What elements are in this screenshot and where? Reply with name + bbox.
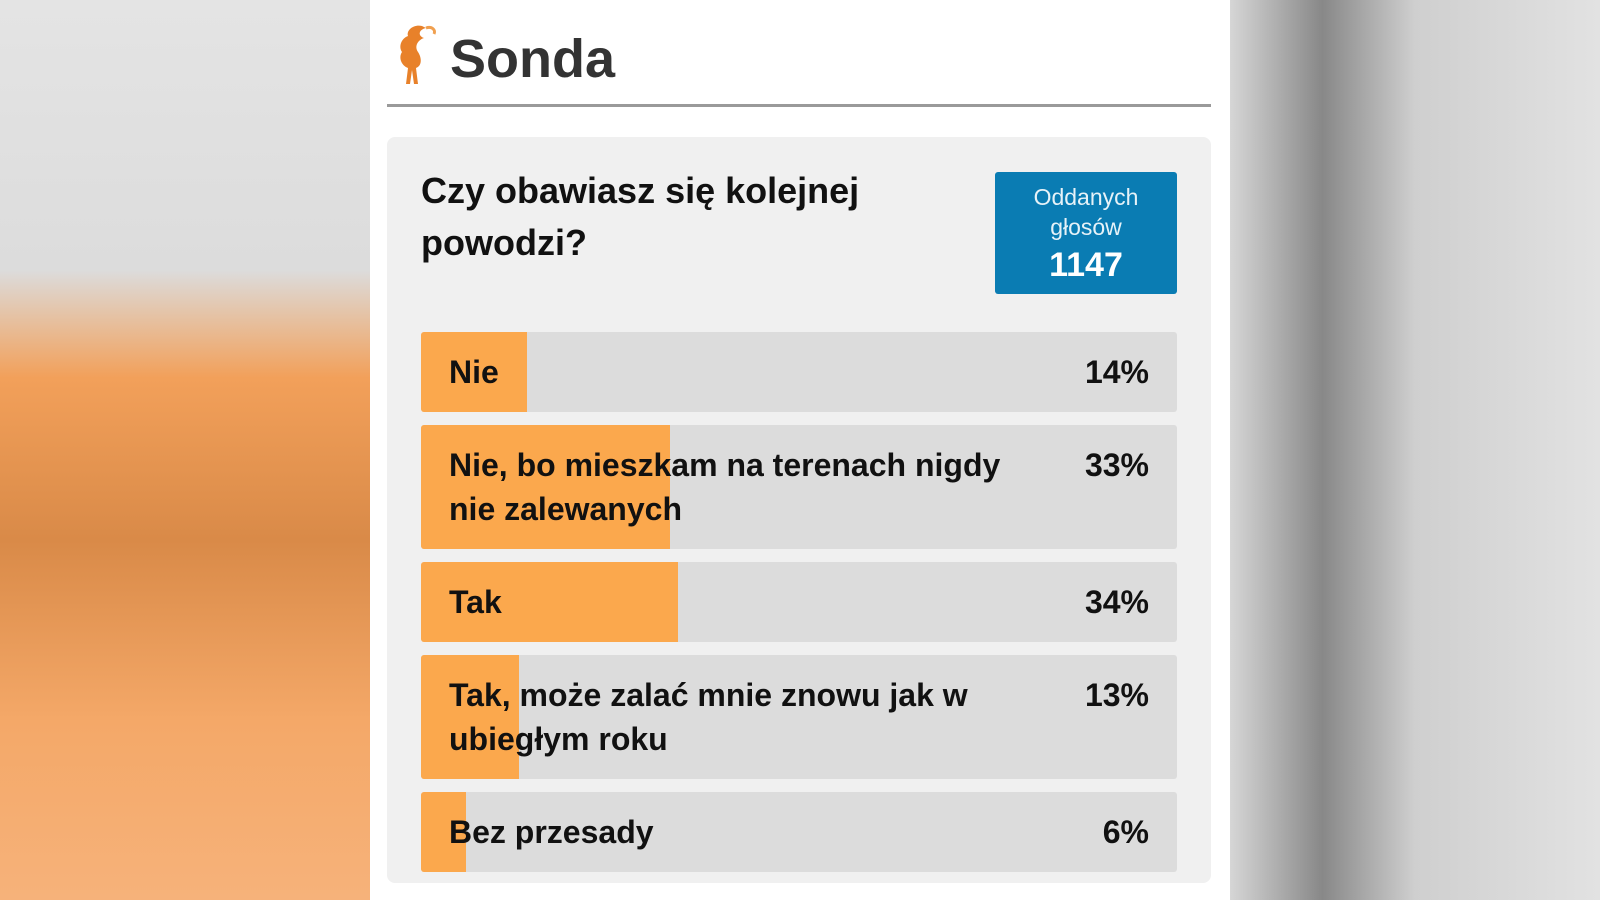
result-row: Nie, bo mieszkam na terenach nigdy nie z…: [421, 425, 1177, 549]
background: [1230, 0, 1600, 900]
bar: [421, 332, 527, 412]
option-label: Nie: [449, 354, 499, 390]
percent-label: 34%: [1084, 584, 1149, 620]
votes-box: Oddanych głosów 1147: [995, 172, 1177, 294]
result-row: Nie 14%: [421, 332, 1177, 412]
bar: [421, 562, 679, 642]
option-label: Bez przesady: [449, 814, 654, 850]
poll-card: Czy obawiasz się kolejnej powodzi? Oddan…: [387, 137, 1211, 883]
option-label: Nie, bo mieszkam na terenach nigdy nie z…: [449, 447, 1001, 527]
poll-panel: Sonda Czy obawiasz się kolejnej powodzi?…: [370, 0, 1230, 900]
logo: [400, 25, 436, 84]
percent-label: 14%: [1084, 354, 1149, 390]
bar: [421, 792, 467, 872]
result-row: Bez przesady 6%: [421, 792, 1177, 872]
percent-label: 33%: [1084, 447, 1149, 483]
result-row: Tak 34%: [421, 562, 1177, 642]
option-label: Tak: [449, 584, 502, 620]
percent-label: 6%: [1102, 814, 1149, 850]
title: Sonda: [450, 29, 616, 89]
bar: [421, 425, 671, 549]
percent-label: 13%: [1084, 677, 1149, 713]
result-row: Tak, może zalać mnie znowu jak w ubiegły…: [421, 655, 1177, 779]
bar: [421, 655, 520, 779]
question: Czy obawiasz się kolejnej powodzi?: [421, 170, 860, 263]
option-label: Tak, może zalać mnie znowu jak w ubiegły…: [449, 677, 968, 757]
divider: [387, 104, 1211, 107]
results: Nie 14% Nie, bo mieszkam na terenach nigdy…: [421, 332, 1177, 885]
votes-count: 1147: [1049, 246, 1123, 284]
votes-label: Oddanych głosów: [1033, 184, 1139, 240]
